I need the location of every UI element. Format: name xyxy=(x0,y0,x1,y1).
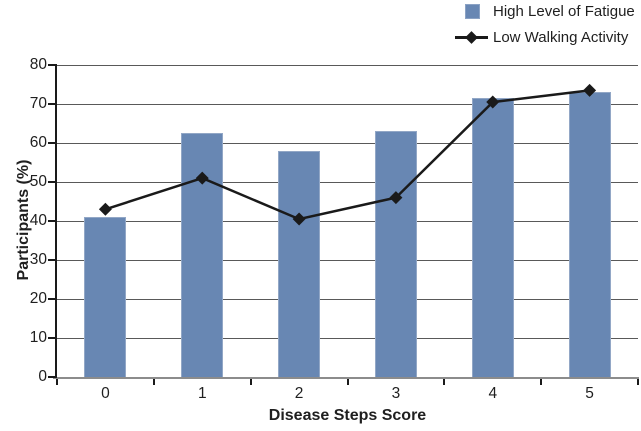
diamond-marker-0 xyxy=(98,202,112,216)
bar-disease-step-0 xyxy=(84,217,127,377)
bar-disease-step-5 xyxy=(568,92,611,377)
y-tick-label-30: 30 xyxy=(29,251,47,268)
x-tick-label-5: 5 xyxy=(585,385,594,402)
y-axis-tick-labels: 0 10 20 30 40 50 60 70 80 xyxy=(0,56,47,385)
gridline-40 xyxy=(57,220,638,222)
legend-item-low-walking: Low Walking Activity xyxy=(455,29,628,46)
gridline-30 xyxy=(57,259,638,261)
bar-disease-step-2 xyxy=(278,150,321,377)
legend-item-high-fatigue: High Level of Fatigue xyxy=(465,3,635,20)
diamond-marker-1 xyxy=(195,171,209,185)
y-tick-0 xyxy=(48,376,57,378)
diamond-marker-3 xyxy=(389,191,403,205)
y-tick-label-70: 70 xyxy=(29,95,47,112)
x-axis-baseline xyxy=(53,377,639,379)
gridline-10 xyxy=(57,337,638,339)
y-tick-60 xyxy=(48,142,57,144)
x-tick-label-2: 2 xyxy=(294,385,304,402)
y-tick-10 xyxy=(48,337,57,339)
y-tick-70 xyxy=(48,103,57,105)
x-tick-5 xyxy=(540,379,543,385)
y-tick-label-0: 0 xyxy=(38,368,47,385)
diamond-marker-5 xyxy=(583,83,597,97)
x-tick-label-3: 3 xyxy=(391,385,401,402)
bar-swatch-icon xyxy=(465,4,480,19)
y-tick-50 xyxy=(48,181,57,183)
diamond-marker-icon xyxy=(465,31,478,44)
x-tick-label-4: 4 xyxy=(488,385,498,402)
plot-area xyxy=(57,64,638,377)
x-tick-3 xyxy=(346,379,349,385)
y-tick-label-80: 80 xyxy=(29,56,47,73)
diamond-marker-2 xyxy=(292,212,306,226)
y-tick-40 xyxy=(48,220,57,222)
legend-label: High Level of Fatigue xyxy=(493,3,635,20)
line-series xyxy=(98,83,597,226)
x-tick-1 xyxy=(152,379,155,385)
x-tick-label-1: 1 xyxy=(197,385,207,402)
y-tick-label-50: 50 xyxy=(29,173,47,190)
y-tick-20 xyxy=(48,298,57,300)
gridline-20 xyxy=(57,298,638,300)
gridline-60 xyxy=(57,142,638,144)
gridline-50 xyxy=(57,181,638,183)
legend-label: Low Walking Activity xyxy=(493,29,629,46)
y-tick-label-40: 40 xyxy=(29,212,47,229)
x-axis-title: Disease Steps Score xyxy=(268,407,427,424)
x-axis-tick-labels: 0 1 2 3 4 5 xyxy=(57,385,638,404)
y-tick-80 xyxy=(48,64,57,66)
x-tick-0 xyxy=(56,379,58,385)
y-axis-ticks xyxy=(48,64,57,378)
x-axis-ticks xyxy=(56,379,639,386)
y-tick-label-60: 60 xyxy=(29,134,47,151)
gridline-80 xyxy=(57,64,638,66)
y-tick-30 xyxy=(48,259,57,261)
x-tick-6 xyxy=(637,379,639,385)
y-tick-label-20: 20 xyxy=(29,290,47,307)
diamond-line-icon xyxy=(455,29,488,46)
x-tick-2 xyxy=(249,379,252,385)
gridline-70 xyxy=(57,103,638,105)
x-tick-4 xyxy=(443,379,446,385)
diamond-marker-4 xyxy=(486,95,500,109)
y-tick-label-10: 10 xyxy=(29,329,47,346)
x-tick-label-0: 0 xyxy=(101,385,110,402)
bar-disease-step-3 xyxy=(374,131,417,377)
